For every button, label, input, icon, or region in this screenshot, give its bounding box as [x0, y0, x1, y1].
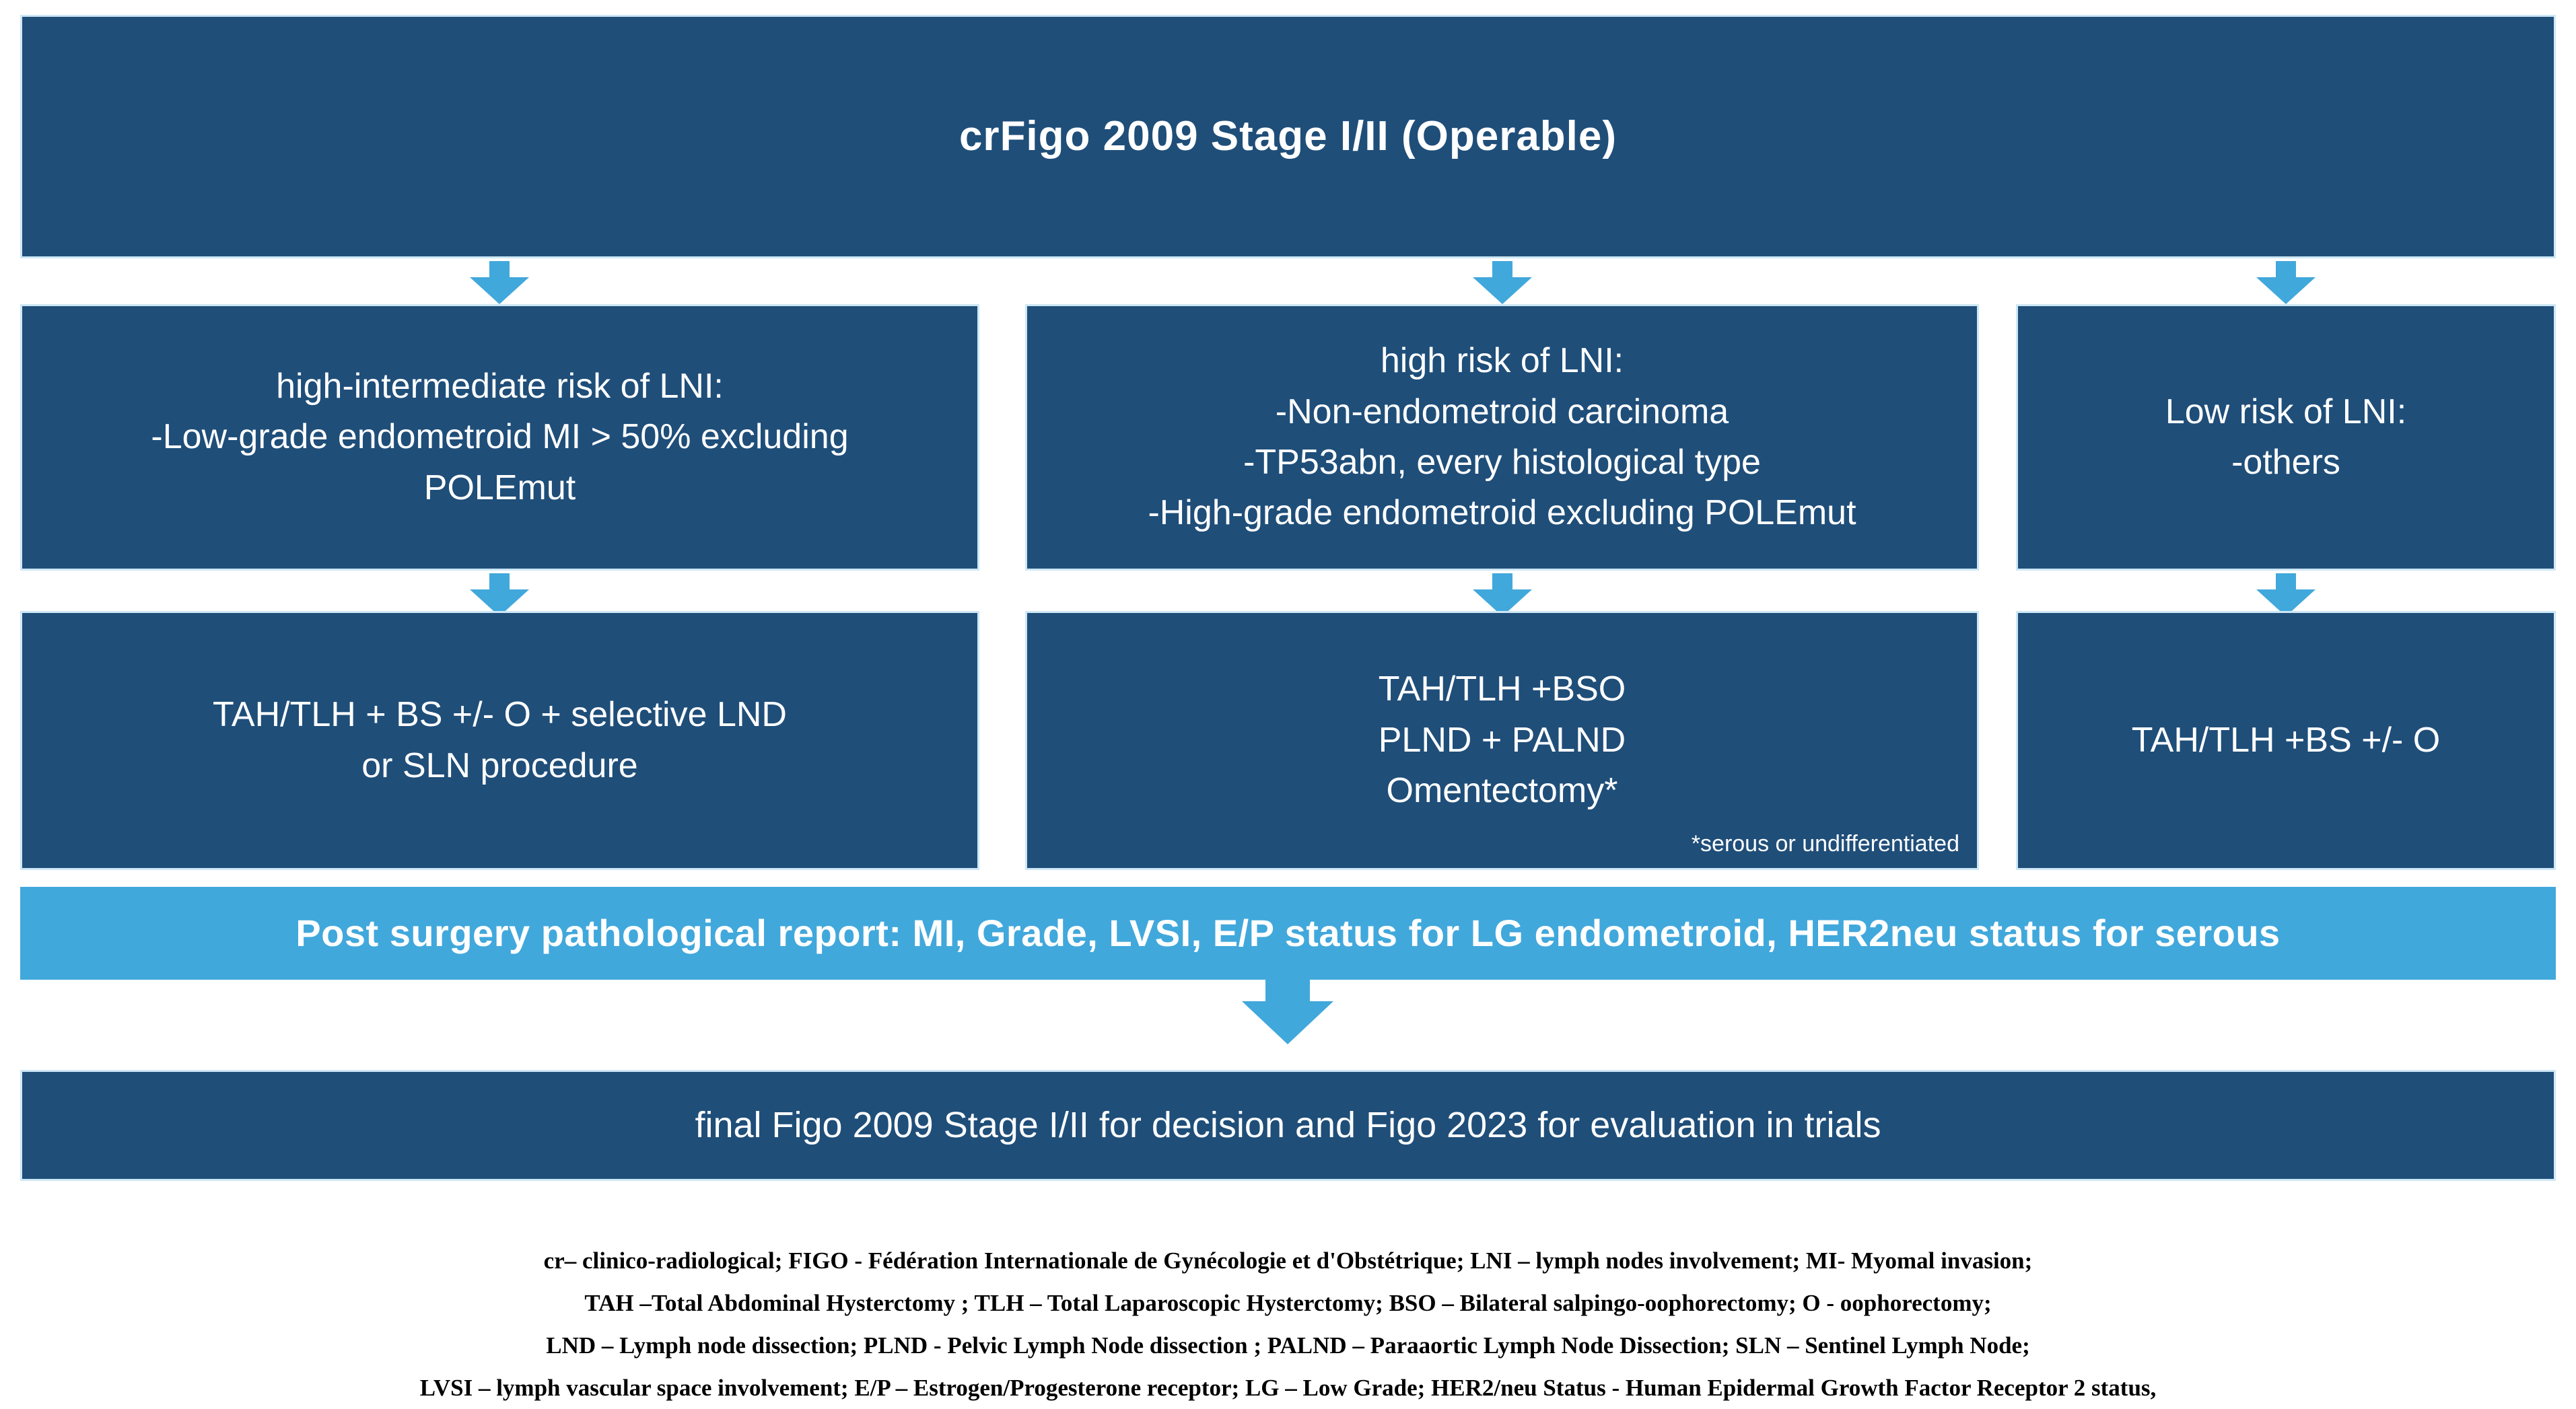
down-arrow-icon	[470, 573, 529, 616]
down-arrow-icon	[1473, 261, 1532, 304]
legend-line: LND – Lymph node dissection; PLND - Pelv…	[546, 1332, 2030, 1359]
arrow-head	[1473, 277, 1532, 304]
down-arrow-icon	[1242, 980, 1333, 1044]
treatment-box-text: TAH/TLH +BS +/- O	[2131, 720, 2441, 760]
arrow-stem	[1492, 573, 1512, 589]
arrow-stem	[489, 573, 510, 589]
risk-box-text: Low risk of LNI: -others	[2165, 392, 2407, 482]
treatment-box-high: TAH/TLH +BSO PLND + PALND Omentectomy* *…	[1025, 611, 1979, 870]
arrow-stem	[489, 261, 510, 277]
arrow-stem	[1265, 980, 1310, 1001]
arrow-stem	[2276, 573, 2296, 589]
arrow-head	[1242, 1001, 1333, 1044]
risk-box-text: high risk of LNI: -Non-endometroid carci…	[1148, 341, 1856, 533]
legend-line: LVSI – lymph vascular space involvement;…	[419, 1375, 2157, 1401]
treatment-box-text: TAH/TLH +BSO PLND + PALND Omentectomy*	[1378, 670, 1626, 811]
arrow-head	[470, 277, 529, 304]
pathology-banner: Post surgery pathological report: MI, Gr…	[20, 887, 2556, 980]
abbreviation-legend: cr– clinico-radiological; FIGO - Fédérat…	[0, 1239, 2576, 1409]
stage-banner: crFigo 2009 Stage I/II (Operable)	[20, 15, 2556, 258]
legend-line: TAH –Total Abdominal Hysterctomy ; TLH –…	[584, 1290, 1992, 1316]
risk-box-high-intermediate: high-intermediate risk of LNI: -Low-grad…	[20, 304, 979, 571]
pathology-banner-label: Post surgery pathological report: MI, Gr…	[295, 912, 2281, 955]
arrow-stem	[2276, 261, 2296, 277]
final-stage-box: final Figo 2009 Stage I/II for decision …	[20, 1070, 2556, 1181]
risk-box-high: high risk of LNI: -Non-endometroid carci…	[1025, 304, 1979, 571]
treatment-box-high-intermediate: TAH/TLH + BS +/- O + selective LND or SL…	[20, 611, 979, 870]
treatment-box-low: TAH/TLH +BS +/- O	[2016, 611, 2556, 870]
treatment-box-text: TAH/TLH + BS +/- O + selective LND or SL…	[213, 695, 787, 785]
risk-box-text: high-intermediate risk of LNI: -Low-grad…	[151, 366, 849, 507]
arrow-head	[2256, 277, 2316, 304]
down-arrow-icon	[1473, 573, 1532, 616]
serous-footnote: *serous or undifferentiated	[1691, 831, 1959, 857]
down-arrow-icon	[2256, 261, 2316, 304]
stage-banner-label: crFigo 2009 Stage I/II (Operable)	[959, 113, 1617, 160]
risk-box-low: Low risk of LNI: -others	[2016, 304, 2556, 571]
down-arrow-icon	[2256, 573, 2316, 616]
down-arrow-icon	[470, 261, 529, 304]
arrow-stem	[1492, 261, 1512, 277]
final-stage-text: final Figo 2009 Stage I/II for decision …	[695, 1105, 1881, 1146]
legend-line: cr– clinico-radiological; FIGO - Fédérat…	[543, 1248, 2033, 1274]
